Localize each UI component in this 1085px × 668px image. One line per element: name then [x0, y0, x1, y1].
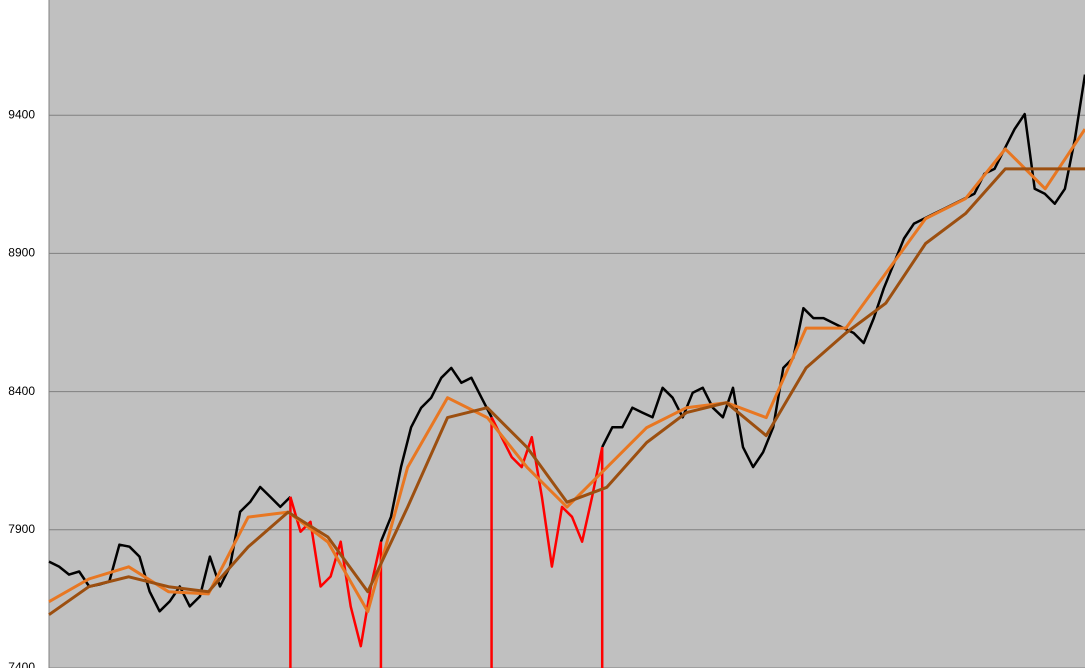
y-tick-label: 8900 — [8, 246, 35, 260]
series-line — [48, 167, 1085, 616]
y-tick-label: 8400 — [8, 384, 35, 398]
y-tick-label: 7400 — [8, 660, 35, 668]
plot-area — [49, 0, 1085, 668]
series-line — [48, 128, 1085, 614]
y-tick-label: 7900 — [8, 522, 35, 536]
y-tick-label: 9400 — [8, 107, 35, 121]
